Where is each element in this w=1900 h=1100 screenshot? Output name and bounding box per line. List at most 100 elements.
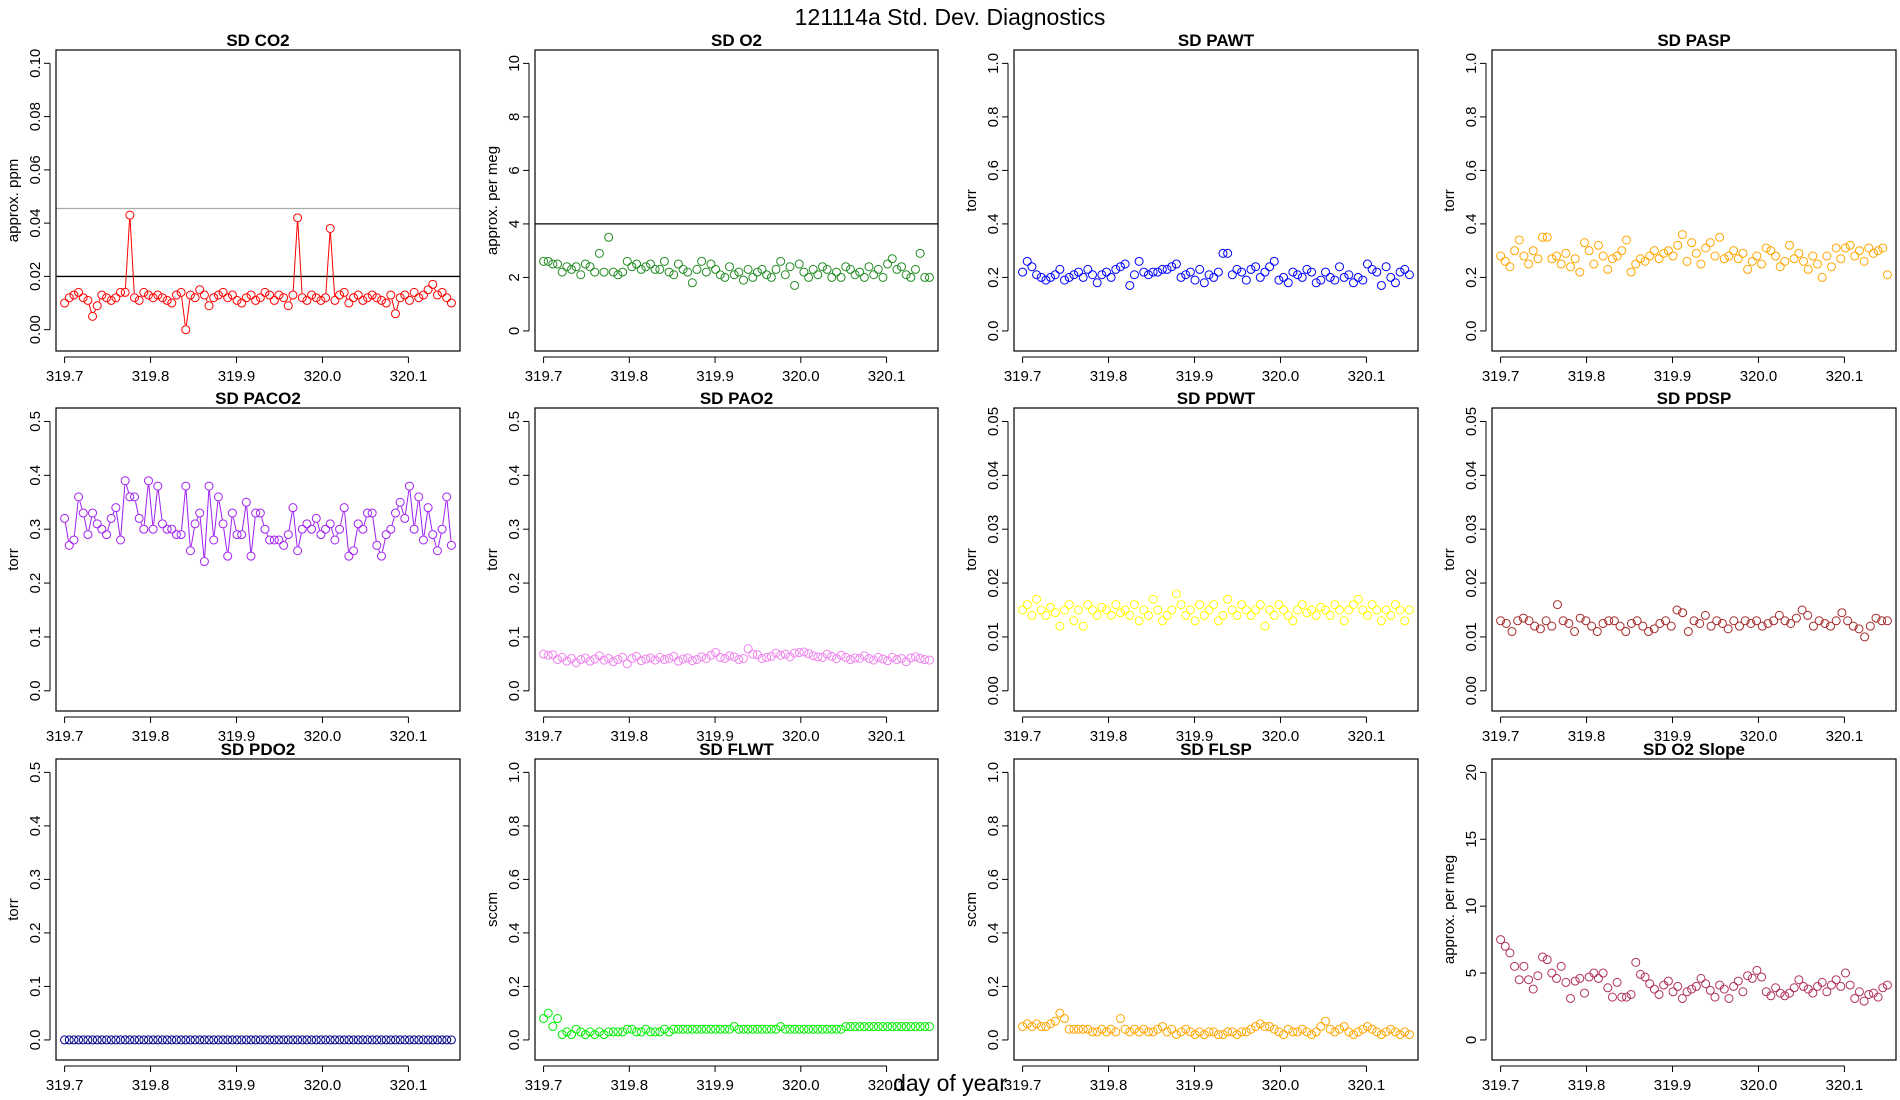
- data-point: [743, 264, 753, 274]
- x-tick-label: 319.7: [46, 368, 84, 385]
- data-point: [386, 524, 396, 534]
- data-point: [1092, 1027, 1102, 1037]
- data-point: [1514, 975, 1524, 985]
- y-tick-label: 0.4: [985, 213, 1002, 234]
- data-point: [762, 1024, 772, 1034]
- data-point: [125, 492, 135, 502]
- x-tick-label: 320.1: [868, 1077, 906, 1094]
- data-point: [1237, 600, 1247, 610]
- y-tick-label: 0.2: [506, 573, 523, 594]
- data-point: [1845, 240, 1855, 250]
- data-point: [83, 1035, 93, 1045]
- data-point: [1747, 973, 1757, 983]
- data-point: [1134, 616, 1144, 626]
- data-point: [1167, 262, 1177, 272]
- data-point: [69, 535, 79, 545]
- data-point: [1348, 1030, 1358, 1040]
- data-point: [1199, 1030, 1209, 1040]
- data-point: [1645, 979, 1655, 989]
- data-point: [400, 290, 410, 300]
- data-point: [748, 649, 758, 659]
- data-point: [1260, 621, 1270, 631]
- data-point: [887, 652, 897, 662]
- data-point: [97, 1035, 107, 1045]
- data-point: [330, 295, 340, 305]
- data-point: [1558, 616, 1568, 626]
- series-segment: [266, 533, 269, 537]
- data-point: [1386, 610, 1396, 620]
- data-point: [580, 259, 590, 269]
- series-segment: [330, 232, 336, 296]
- data-point: [409, 524, 419, 534]
- data-point: [1204, 1027, 1214, 1037]
- series-segment: [428, 512, 433, 531]
- data-point: [711, 648, 721, 658]
- plot-frame: [1491, 407, 1897, 712]
- data-point: [78, 508, 88, 518]
- data-point: [1036, 272, 1046, 282]
- data-point: [924, 655, 934, 665]
- data-point: [1752, 616, 1762, 626]
- data-point: [260, 524, 270, 534]
- data-point: [60, 1035, 70, 1045]
- data-point: [1649, 246, 1659, 256]
- y-tick-label: 0.1: [506, 627, 523, 648]
- data-point: [1729, 246, 1739, 256]
- data-point: [1395, 1030, 1405, 1040]
- data-point: [1719, 254, 1729, 264]
- x-tick-label: 319.7: [1482, 1077, 1520, 1094]
- data-point: [134, 295, 144, 305]
- data-point: [1162, 610, 1172, 620]
- data-point: [1330, 1027, 1340, 1037]
- data-point: [804, 272, 814, 282]
- data-point: [883, 656, 893, 666]
- y-tick-label: 0.00: [1463, 676, 1480, 705]
- data-point: [548, 1022, 558, 1032]
- data-point: [1367, 1024, 1377, 1034]
- data-point: [1302, 264, 1312, 274]
- data-point: [1097, 602, 1107, 612]
- data-point: [1199, 278, 1209, 288]
- data-point: [204, 481, 214, 491]
- data-point: [738, 275, 748, 285]
- data-point: [153, 481, 163, 491]
- data-point: [804, 1024, 814, 1034]
- data-point: [1139, 605, 1149, 615]
- x-tick-label: 319.7: [525, 368, 563, 385]
- data-point: [1757, 972, 1767, 982]
- data-point: [1111, 1027, 1121, 1037]
- data-point: [1598, 968, 1608, 978]
- data-point: [1157, 616, 1167, 626]
- data-point: [116, 1035, 126, 1045]
- data-point: [659, 1024, 669, 1034]
- data-point: [358, 1035, 368, 1045]
- data-point: [1232, 1030, 1242, 1040]
- data-point: [1227, 605, 1237, 615]
- data-point: [1733, 976, 1743, 986]
- data-point: [618, 267, 628, 277]
- data-point: [1111, 600, 1121, 610]
- data-point: [1673, 240, 1683, 250]
- data-point: [822, 649, 832, 659]
- data-point: [1766, 991, 1776, 1001]
- data-point: [897, 653, 907, 663]
- data-point: [1344, 605, 1354, 615]
- data-point: [1022, 256, 1032, 266]
- data-point: [1705, 238, 1715, 248]
- data-point: [1799, 256, 1809, 266]
- data-point: [1274, 1027, 1284, 1037]
- data-point: [1111, 264, 1121, 274]
- data-point: [1381, 605, 1391, 615]
- data-point: [1661, 616, 1671, 626]
- data-point: [1677, 230, 1687, 240]
- data-point: [325, 223, 335, 233]
- data-point: [1325, 610, 1335, 620]
- data-point: [1836, 981, 1846, 991]
- series-segment: [120, 485, 126, 536]
- data-point: [692, 655, 702, 665]
- series-segment: [378, 549, 381, 553]
- y-tick-label: 0.3: [27, 869, 44, 890]
- data-point: [1803, 610, 1813, 620]
- data-point: [1533, 254, 1543, 264]
- data-point: [1036, 605, 1046, 615]
